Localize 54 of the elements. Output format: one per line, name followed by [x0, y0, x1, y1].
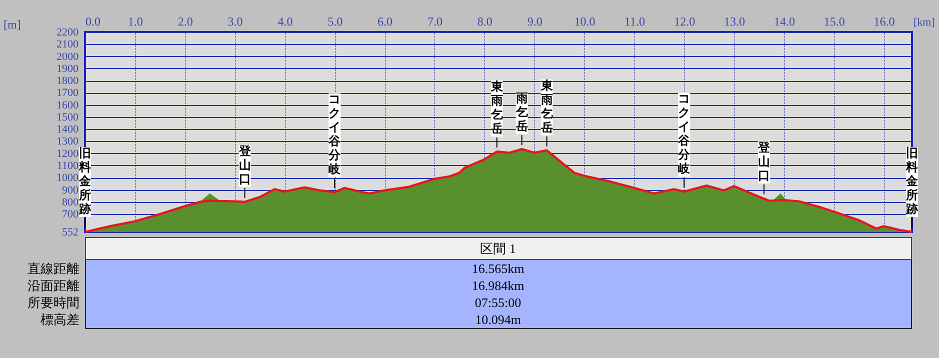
x-tick-label: 12.0: [674, 14, 696, 28]
annotation: コクイ谷分岐: [677, 92, 692, 176]
y-tick-label: 1000: [56, 172, 79, 184]
annotation: コクイ谷分岐: [328, 92, 342, 176]
x-tick-label: 6.0: [378, 14, 393, 28]
y-tick-label: 1400: [56, 124, 79, 136]
text: 16.984km: [85, 277, 911, 294]
text: 直線距離: [26, 260, 80, 277]
text: 標高差: [40, 311, 80, 328]
x-tick-label: 15.0: [824, 14, 845, 28]
y-axis-title: [m]: [4, 18, 21, 32]
y-tick-label: 2100: [56, 38, 79, 51]
text: 10.094m: [85, 311, 911, 328]
x-tick-label: 9.0: [527, 14, 542, 28]
annotation: 雨乞岳: [514, 91, 528, 134]
y-tick-label: 552: [62, 226, 78, 238]
text: 07:55:00: [85, 294, 911, 311]
y-tick-label: 1300: [56, 136, 79, 148]
y-tick-label: 1500: [56, 111, 79, 124]
x-tick-label: 0.0: [86, 14, 100, 28]
x-tick-label: 13.0: [724, 14, 746, 28]
y-tick-label: 900: [62, 184, 79, 196]
y-tick-label: 1200: [56, 148, 79, 160]
annotation: 旧料金所跡: [905, 146, 919, 216]
y-tick-label: 1600: [56, 99, 79, 112]
x-tick-label: 2.0: [178, 14, 193, 28]
x-tick-label: 16.0: [874, 14, 895, 28]
y-tick-label: 2200: [56, 26, 79, 38]
text: 区間 1: [85, 238, 911, 260]
annotation: 東雨乞岳: [540, 78, 554, 134]
x-tick-label: 7.0: [427, 14, 442, 28]
x-tick-label: 5.0: [328, 14, 343, 28]
x-tick-label: 14.0: [774, 14, 795, 28]
x-tick-label: 3.0: [228, 14, 243, 28]
y-tick-label: 700: [62, 208, 79, 221]
x-tick-label: 11.0: [624, 14, 645, 28]
y-tick-label: 1100: [56, 160, 79, 172]
y-tick-label: 1900: [56, 62, 79, 75]
text: 16.565km: [85, 260, 911, 277]
x-tick-label: 4.0: [278, 14, 293, 28]
annotation: 登山口: [238, 144, 252, 186]
y-tick-label: 1800: [56, 75, 79, 88]
y-tick-label: 2000: [56, 50, 79, 63]
x-axis-title: [km]: [914, 16, 935, 28]
text: 所要時間: [26, 294, 80, 311]
y-tick-label: 800: [62, 196, 79, 208]
x-tick-label: 8.0: [477, 14, 492, 28]
annotation: 旧料金所跡: [78, 146, 92, 216]
annotation: 東雨乞岳: [490, 80, 504, 136]
x-tick-label: 1.0: [128, 14, 143, 28]
text: 沿面距離: [26, 277, 80, 294]
y-tick-label: 1700: [56, 87, 79, 100]
x-tick-label: 10.0: [574, 14, 596, 28]
annotation: 登山口: [756, 140, 771, 182]
